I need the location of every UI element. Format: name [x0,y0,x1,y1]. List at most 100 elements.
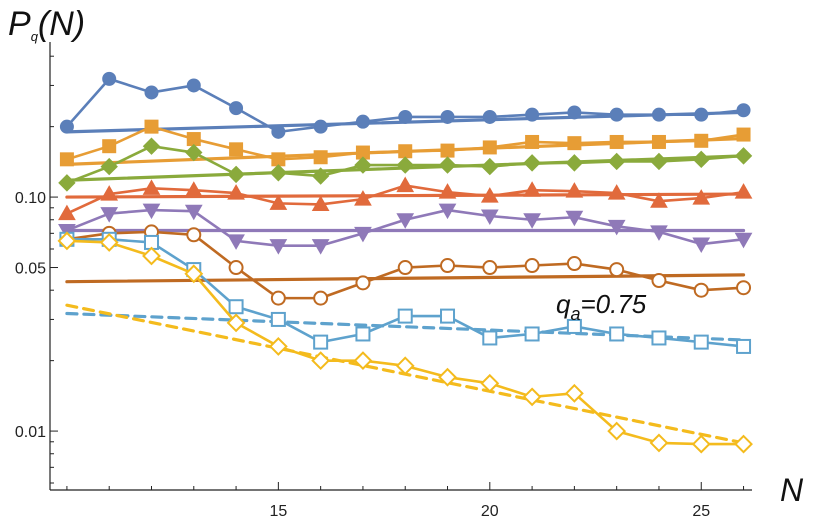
data-point [440,143,455,158]
data-point [270,311,286,327]
data-point [734,183,753,199]
data-point [271,152,286,167]
data-point [438,183,457,199]
data-point [184,181,203,197]
data-point [396,176,415,193]
data-point [100,157,118,176]
data-point [523,154,541,172]
data-point [354,156,372,174]
data-point [313,334,329,350]
y-tick-label: 0.10 [15,190,46,207]
data-point [142,137,161,155]
y-axis-title-main: P [8,5,31,43]
data-point [397,308,413,324]
data-point [480,209,499,226]
data-point [186,78,201,93]
data-point [100,207,119,223]
data-point [609,262,625,278]
y-axis-title: Pq(N) [8,5,85,44]
series-2 [59,119,751,167]
data-point [395,356,415,376]
data-point [184,264,204,284]
data-point [269,239,288,255]
data-point [353,351,373,371]
svg-text:Pq(N): Pq(N) [8,5,85,44]
data-point [142,203,161,220]
data-point [270,290,286,306]
data-point [438,156,457,174]
data-point [736,127,751,142]
data-point [565,182,584,198]
data-point [736,103,751,118]
data-point [480,187,499,203]
data-point [144,85,159,100]
data-point [567,136,582,151]
data-point [651,107,666,122]
data-point [438,203,457,220]
series-1 [59,71,751,139]
data-point [650,152,668,171]
data-point [734,147,753,165]
data-point [607,152,626,171]
data-point [313,290,329,306]
data-point [734,434,753,454]
data-point [736,338,752,354]
data-point [734,232,753,249]
data-point [694,133,709,148]
data-point [396,213,415,229]
data-point [651,330,667,346]
data-point [57,231,77,251]
annotation-rest: =0.75 [580,289,646,319]
data-point [524,326,540,342]
data-point [102,71,117,86]
annotation-sub: a [570,304,580,324]
data-point [355,275,371,291]
data-point [144,119,159,134]
data-point [482,330,498,346]
data-point [481,157,499,176]
data-point [226,313,246,333]
data-point [693,282,709,298]
data-point [440,308,456,324]
data-point [271,124,286,139]
data-point [523,181,541,197]
data-point [566,318,582,334]
data-point [693,334,709,350]
data-point [525,107,540,122]
data-point [650,225,668,241]
annotation-main: q [556,289,571,319]
data-point [313,119,328,134]
data-point [650,192,668,208]
data-point [269,194,288,210]
data-point [482,140,497,155]
data-point [524,258,540,274]
data-point [59,119,74,134]
data-point [311,239,330,255]
data-point [694,107,709,122]
data-point [311,351,331,371]
y-axis-title-arg: (N) [38,5,85,43]
data-point [565,154,584,172]
data-point [100,185,119,201]
x-tick-label: 20 [481,503,499,520]
plot-area: 15 20 25 0.01 0.05 0.10 [15,42,753,520]
data-point [736,280,752,296]
data-point [186,227,202,243]
data-point [566,256,582,272]
data-point [691,434,711,454]
data-point [564,383,584,403]
data-point [99,233,119,252]
data-point [355,114,370,129]
data-point [186,132,201,147]
data-point [482,109,497,124]
series-6 [59,224,752,306]
data-point [692,237,711,254]
data-point [229,142,244,157]
data-point [440,258,456,274]
svg-text:qa=0.75: qa=0.75 [556,289,647,324]
data-point [142,246,161,266]
data-point [692,189,711,205]
data-point [227,234,245,250]
data-point [354,226,372,243]
data-point [228,260,244,276]
